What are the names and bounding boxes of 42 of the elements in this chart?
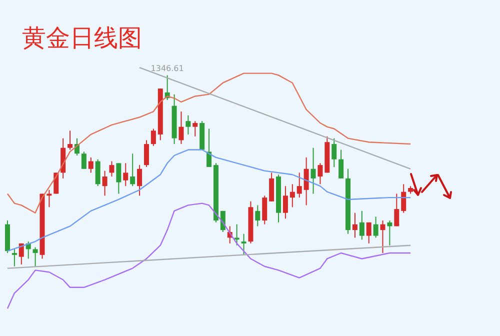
candlestick: [255, 204, 260, 227]
text: 1346.61: [150, 64, 184, 74]
candlestick: [116, 162, 122, 194]
candlestick: [68, 130, 73, 150]
candlestick: [304, 156, 309, 206]
candlestick: [394, 193, 400, 227]
candlestick: [318, 162, 323, 185]
candlestick: [102, 170, 108, 196]
candlestick: [144, 140, 149, 168]
candlestick: [130, 153, 136, 187]
candlestick: [109, 160, 114, 178]
candlestick: [186, 114, 191, 135]
candlestick: [262, 195, 268, 225]
candlestick: [282, 186, 288, 220]
candlestick: [373, 216, 378, 238]
candlestick: [241, 233, 246, 256]
candlestick: [269, 172, 274, 202]
candlestick: [46, 189, 52, 208]
candlestick: [81, 151, 86, 170]
candlestick: [150, 128, 156, 146]
candlestick: [290, 184, 295, 208]
candlestick: [296, 172, 302, 198]
candlestick: [401, 184, 406, 214]
candlestick: [338, 149, 344, 179]
candlestick: [380, 220, 386, 254]
candlestick: [192, 120, 198, 137]
candlestick: [88, 156, 94, 174]
candlestick: [12, 248, 17, 267]
candlestick: [310, 147, 316, 194]
chart-title: 黄金日线图: [22, 23, 142, 54]
candlestick: [137, 164, 142, 196]
candlestick: [366, 222, 372, 244]
candlestick: [332, 138, 337, 168]
candlestick: [387, 220, 392, 246]
candlestick: [95, 158, 100, 187]
candlestick: [32, 246, 38, 267]
candlestick: [352, 212, 358, 238]
candlestick: [234, 224, 240, 246]
candlestick: [359, 210, 364, 240]
candlestick: [123, 162, 128, 187]
candlestick: [206, 128, 212, 168]
candlestick: [178, 111, 184, 145]
